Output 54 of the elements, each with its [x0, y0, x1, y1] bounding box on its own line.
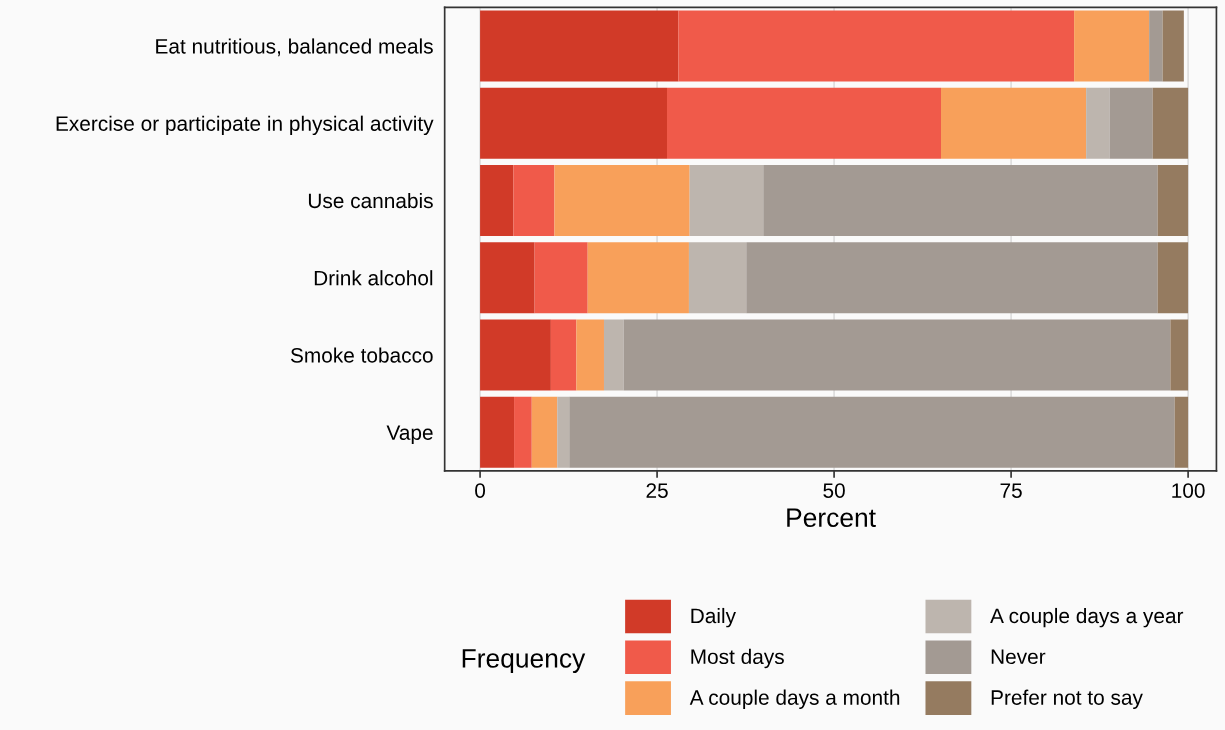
- x-tick-label: 25: [646, 483, 668, 498]
- legend-label: Most days: [691, 648, 784, 669]
- bar: [587, 242, 689, 314]
- legend-label: A couple days a year: [990, 607, 1184, 628]
- y-tick-label: Exercise or participate in physical activity: [56, 115, 434, 136]
- bar: [480, 242, 535, 314]
- bar: [689, 164, 764, 236]
- bar: [480, 164, 514, 236]
- x-tick-label: 0: [475, 483, 486, 498]
- x-axis-title: Percent: [787, 508, 876, 528]
- bar: [1074, 10, 1150, 82]
- legend-title: Frequency: [462, 649, 586, 673]
- bar: [514, 396, 532, 468]
- y-tick-label: Drink alcohol: [314, 270, 433, 286]
- bar: [688, 242, 747, 314]
- bar: [623, 319, 1171, 391]
- bar: [531, 396, 558, 468]
- bar: [1170, 319, 1189, 391]
- y-tick-label: Use cannabis: [308, 192, 433, 209]
- bar: [480, 10, 679, 82]
- bar: [1174, 396, 1189, 468]
- bar: [763, 164, 1158, 236]
- bar: [603, 319, 624, 391]
- bar: [480, 396, 515, 468]
- bar: [1109, 87, 1153, 159]
- bar: [569, 396, 1175, 468]
- legend-label: Prefer not to say: [991, 689, 1143, 710]
- bar: [746, 242, 1158, 314]
- bar: [480, 319, 551, 391]
- bar: [1162, 10, 1184, 82]
- bar: [1086, 87, 1110, 159]
- bar: [1157, 242, 1189, 314]
- bar: [1149, 10, 1163, 82]
- bar: [1157, 164, 1189, 236]
- bar: [667, 87, 941, 159]
- legend-label: Daily: [691, 607, 736, 628]
- legend-label: Never: [991, 649, 1046, 665]
- x-tick-label: 75: [1000, 483, 1022, 498]
- bar: [678, 10, 1075, 82]
- y-tick-label: Vape: [386, 425, 433, 445]
- bar: [550, 319, 577, 391]
- x-tick-label: 100: [1172, 483, 1205, 498]
- bar: [941, 87, 1087, 159]
- bar: [576, 319, 604, 391]
- y-tick-label: Smoke tobacco: [290, 347, 433, 363]
- x-tick-label: 50: [823, 483, 845, 498]
- bar: [480, 87, 667, 159]
- legend-label: A couple days a month: [689, 689, 900, 710]
- bar: [557, 396, 570, 468]
- bar: [554, 164, 690, 236]
- bar: [513, 164, 555, 236]
- bar: [1152, 87, 1189, 159]
- bar: [534, 242, 588, 314]
- y-tick-label: Eat nutritious, balanced meals: [156, 38, 433, 57]
